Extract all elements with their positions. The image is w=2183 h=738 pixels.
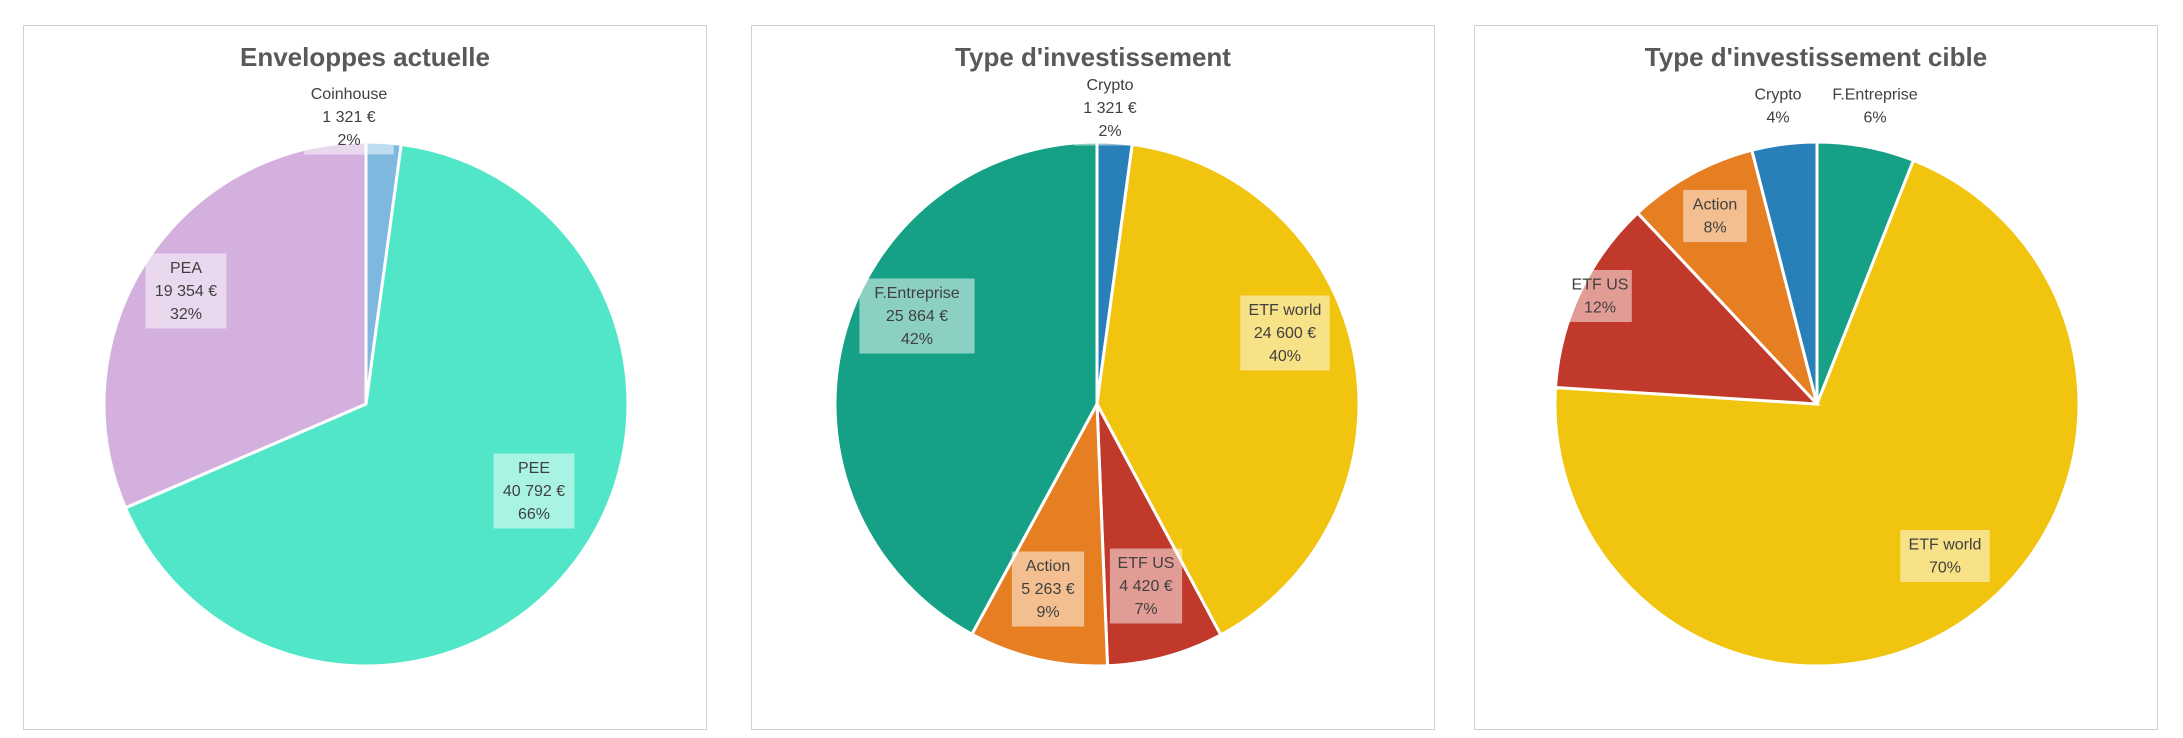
- slice-category-label: PEE: [518, 460, 550, 477]
- slice-category-label: ETF world: [1909, 537, 1982, 554]
- data-label-f-entreprise: F.Entreprise 25 864 € 42%: [859, 278, 975, 354]
- slice-percent-label: 2%: [337, 132, 360, 149]
- slice-percent-label: 4%: [1766, 110, 1789, 127]
- slice-value-label: 25 864 €: [886, 308, 948, 325]
- label-background: [1240, 295, 1330, 371]
- label-background: [1683, 190, 1747, 242]
- pie-slice-etf-world: [1095, 142, 1361, 637]
- slice-percent-label: 6%: [1863, 110, 1886, 127]
- slices: [102, 140, 630, 668]
- label-background: [493, 453, 575, 529]
- label-background: [1073, 70, 1147, 146]
- chart-panel-envelopes: Enveloppes actuelle Coinhouse 1 321 € 2% PE…: [23, 25, 707, 730]
- slice-percent-label: 32%: [170, 306, 202, 323]
- slice-category-label: F.Entreprise: [874, 285, 959, 302]
- chart-title: Enveloppes actuelle: [240, 42, 490, 72]
- data-label-etf-us: ETF US 4 420 € 7%: [1109, 548, 1183, 624]
- slice-category-label: ETF US: [1572, 277, 1629, 294]
- slice-value-label: 24 600 €: [1254, 325, 1316, 342]
- data-label-f-entreprise: F.Entreprise 6%: [1832, 87, 1917, 127]
- pie-slice-crypto: [1750, 140, 1819, 405]
- pie-slice-pee: [123, 142, 630, 668]
- slice-value-label: 1 321 €: [1083, 100, 1136, 117]
- data-label-etf-us: ETF US 12%: [1568, 270, 1632, 322]
- slice-category-label: Coinhouse: [311, 86, 388, 103]
- slice-percent-label: 40%: [1269, 348, 1301, 365]
- slice-category-label: Crypto: [1086, 77, 1133, 94]
- data-label-pea: PEA 19 354 € 32%: [145, 253, 227, 329]
- slice-category-label: Action: [1026, 558, 1070, 575]
- slice-percent-label: 7%: [1134, 601, 1157, 618]
- label-background: [1011, 551, 1085, 627]
- label-background: [145, 253, 227, 329]
- chart-panel-target-investment-type: Type d'investissement cible F.Entreprise…: [1474, 25, 2158, 730]
- slice-value-label: 4 420 €: [1119, 578, 1172, 595]
- slice-category-label: Action: [1693, 197, 1737, 214]
- data-label-crypto: Crypto 1 321 € 2%: [1073, 70, 1147, 146]
- slice-percent-label: 70%: [1929, 560, 1961, 577]
- slice-value-label: 1 321 €: [322, 109, 375, 126]
- pie-slice-f-entreprise: [833, 140, 1099, 637]
- slice-percent-label: 66%: [518, 506, 550, 523]
- chart-title: Type d'investissement: [955, 42, 1231, 72]
- data-label-etf-world: ETF world 70%: [1900, 530, 1990, 582]
- chart-panel-investment-type: Type d'investissement Crypto 1 321 € 2% ETF…: [751, 25, 1435, 730]
- label-background: [1568, 270, 1632, 322]
- data-label-action: Action 8%: [1683, 190, 1747, 242]
- slice-percent-label: 9%: [1036, 604, 1059, 621]
- chart-title: Type d'investissement cible: [1644, 42, 1988, 72]
- data-label-etf-world: ETF world 24 600 € 40%: [1240, 295, 1330, 371]
- slice-percent-label: 2%: [1098, 123, 1121, 140]
- slice-category-label: ETF US: [1118, 555, 1175, 572]
- label-background: [1109, 548, 1183, 624]
- slice-category-label: F.Entreprise: [1832, 87, 1917, 104]
- data-label-action: Action 5 263 € 9%: [1011, 551, 1085, 627]
- label-background: [304, 79, 394, 155]
- data-label-coinhouse: Coinhouse 1 321 € 2%: [304, 79, 394, 155]
- data-label-pee: PEE 40 792 € 66%: [493, 453, 575, 529]
- label-background: [1900, 530, 1990, 582]
- pie-chart-investment-type: Crypto 1 321 € 2% ETF world 24 600 € 40% ETF U…: [833, 70, 1361, 668]
- slice-category-label: ETF world: [1249, 302, 1322, 319]
- slice-value-label: 40 792 €: [503, 483, 565, 500]
- pie-slice-action: [1635, 148, 1819, 406]
- pie-chart-envelopes: Coinhouse 1 321 € 2% PEE 40 792 € 66% PEA 19 35…: [102, 79, 630, 668]
- slice-percent-label: 42%: [901, 331, 933, 348]
- slice-category-label: PEA: [170, 260, 202, 277]
- slice-category-label: Crypto: [1754, 87, 1801, 104]
- slice-percent-label: 12%: [1584, 300, 1616, 317]
- label-background: [859, 278, 975, 354]
- data-label-crypto: Crypto 4%: [1754, 87, 1801, 127]
- pie-chart-target-investment-type: F.Entreprise 6% ETF world 70% ETF US 12% Actio…: [1553, 87, 2081, 668]
- slice-value-label: 5 263 €: [1021, 581, 1074, 598]
- slices: [833, 140, 1361, 668]
- slices: [1553, 140, 2081, 668]
- slice-percent-label: 8%: [1703, 220, 1726, 237]
- slice-value-label: 19 354 €: [155, 283, 217, 300]
